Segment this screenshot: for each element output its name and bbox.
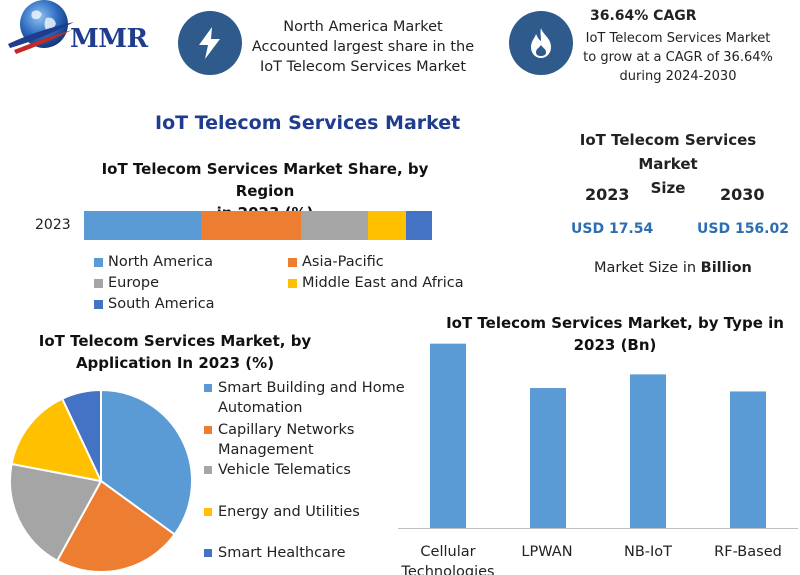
legend-swatch [204,508,212,516]
legend-label: Management [218,442,314,458]
year-2030-label: 2030 [720,185,765,204]
pie-slice-energy-and-utilities [10,397,103,483]
bolt-badge [178,11,242,75]
flame-badge [509,11,573,75]
region-highlight: North America Market Accounted largest s… [248,17,478,77]
pie-slice-capillary-networks-management [55,479,177,573]
legend-swatch [94,299,103,309]
tick-label-cellular: Cellular Technologies [393,542,503,575]
legend-swatch [204,426,212,434]
unit-value: Billion [700,260,752,276]
legend-label: Smart Building and Home [218,380,405,396]
bar-segment-europe [301,211,368,240]
bar-segment-south-america [405,211,432,240]
legend-label: Vehicle Telematics [218,462,351,478]
application-chart-title: IoT Telecom Services Market, by Applicat… [20,330,330,374]
type-chart-title: IoT Telecom Services Market, by Type in … [440,312,790,356]
region-line: North America Market [283,19,443,35]
globe-icon [8,0,74,54]
legend-label: Asia-Pacific [302,254,384,270]
title-line: IoT Telecom Services Market, by Type in [446,314,784,332]
title-line: 2023 (Bn) [573,336,657,354]
legend-asia-pacific: Asia-Pacific [288,254,384,270]
application-pie-chart [9,388,193,573]
cagr-title: 36.64% CAGR [590,8,697,24]
legend-swatch [204,466,212,474]
tick-label-nb-iot: NB-IoT [623,544,673,560]
type-bar-chart [398,343,798,529]
mmr-logo: MMR [4,0,164,66]
year-2023-label: 2023 [585,185,630,204]
legend-middle-east-africa: Middle East and Africa [288,275,464,291]
cagr-description: IoT Telecom Services Market to grow at a… [578,29,778,86]
value-2023: USD 17.54 [571,221,654,237]
logo-text: MMR [70,24,148,54]
legend-label: North America [108,254,213,270]
legend-swatch [204,384,212,392]
pie-slice-smart-building-and-home-automation [100,388,193,536]
legend-label: South America [108,296,215,312]
pie-slice-smart-healthcare [60,388,102,482]
title-line: IoT Telecom Services Market, by [38,332,312,350]
legend-europe: Europe [94,275,159,291]
pie-legend-vehicle-telematics: Vehicle Telematics [204,460,351,480]
title-line: IoT Telecom Services Market Share, by Re… [101,160,429,200]
bar-nb-iot [630,374,666,528]
cagr-line: IoT Telecom Services Market [585,31,771,46]
pie-legend-smart-building: Smart Building and Home Automation [204,378,405,418]
legend-label: Energy and Utilities [218,504,360,520]
tick-label-rf-based: RF-Based [714,544,782,560]
region-line: IoT Telecom Services Market [259,59,467,75]
tick-line: Technologies [401,564,495,575]
tick-line: Cellular [420,544,476,560]
bar-segment-asia-pacific [200,211,302,240]
legend-swatch [288,278,297,288]
market-size-title: IoT Telecom Services Market Size [548,128,788,200]
pie-legend-capillary-networks: Capillary Networks Management [204,420,354,460]
bar-lpwan [530,388,566,528]
market-size-unit-note: Market Size in Billion [594,260,752,276]
flame-icon [531,28,551,58]
pie-legend-smart-healthcare: Smart Healthcare [204,543,346,563]
legend-label: Europe [108,275,159,291]
legend-south-america: South America [94,296,215,312]
region-stacked-bar [84,211,432,240]
unit-prefix: Market Size in [594,260,697,276]
legend-label: Automation [218,400,303,416]
legend-label: Smart Healthcare [218,545,346,561]
legend-swatch [94,278,103,288]
legend-swatch [288,257,297,267]
value-2030: USD 156.02 [697,221,789,237]
legend-north-america: North America [94,254,213,270]
pie-legend-energy-utilities: Energy and Utilities [204,502,360,522]
legend-swatch [204,549,212,557]
tick-label-lpwan: LPWAN [521,544,573,560]
bar-segment-middle-east-and-africa [367,211,406,240]
bar-rf-based [730,391,766,528]
cagr-line: during 2024-2030 [619,69,737,84]
legend-label: Capillary Networks [218,422,355,438]
title-line: Application In 2023 (%) [75,354,275,372]
region-line: Accounted largest share in the [251,39,475,55]
legend-swatch [94,257,103,267]
bar-cellular-technologies [430,343,466,528]
bar-segment-north-america [84,211,201,240]
legend-label: Middle East and Africa [302,275,464,291]
pie-slice-vehicle-telematics [9,462,103,563]
cagr-line: to grow at a CAGR of 36.64% [583,50,773,65]
title-line: IoT Telecom Services Market [579,131,757,173]
bolt-icon [199,27,220,59]
page-title: IoT Telecom Services Market [155,112,461,134]
region-row-label: 2023 [35,217,71,233]
title-line: Size [650,179,686,197]
